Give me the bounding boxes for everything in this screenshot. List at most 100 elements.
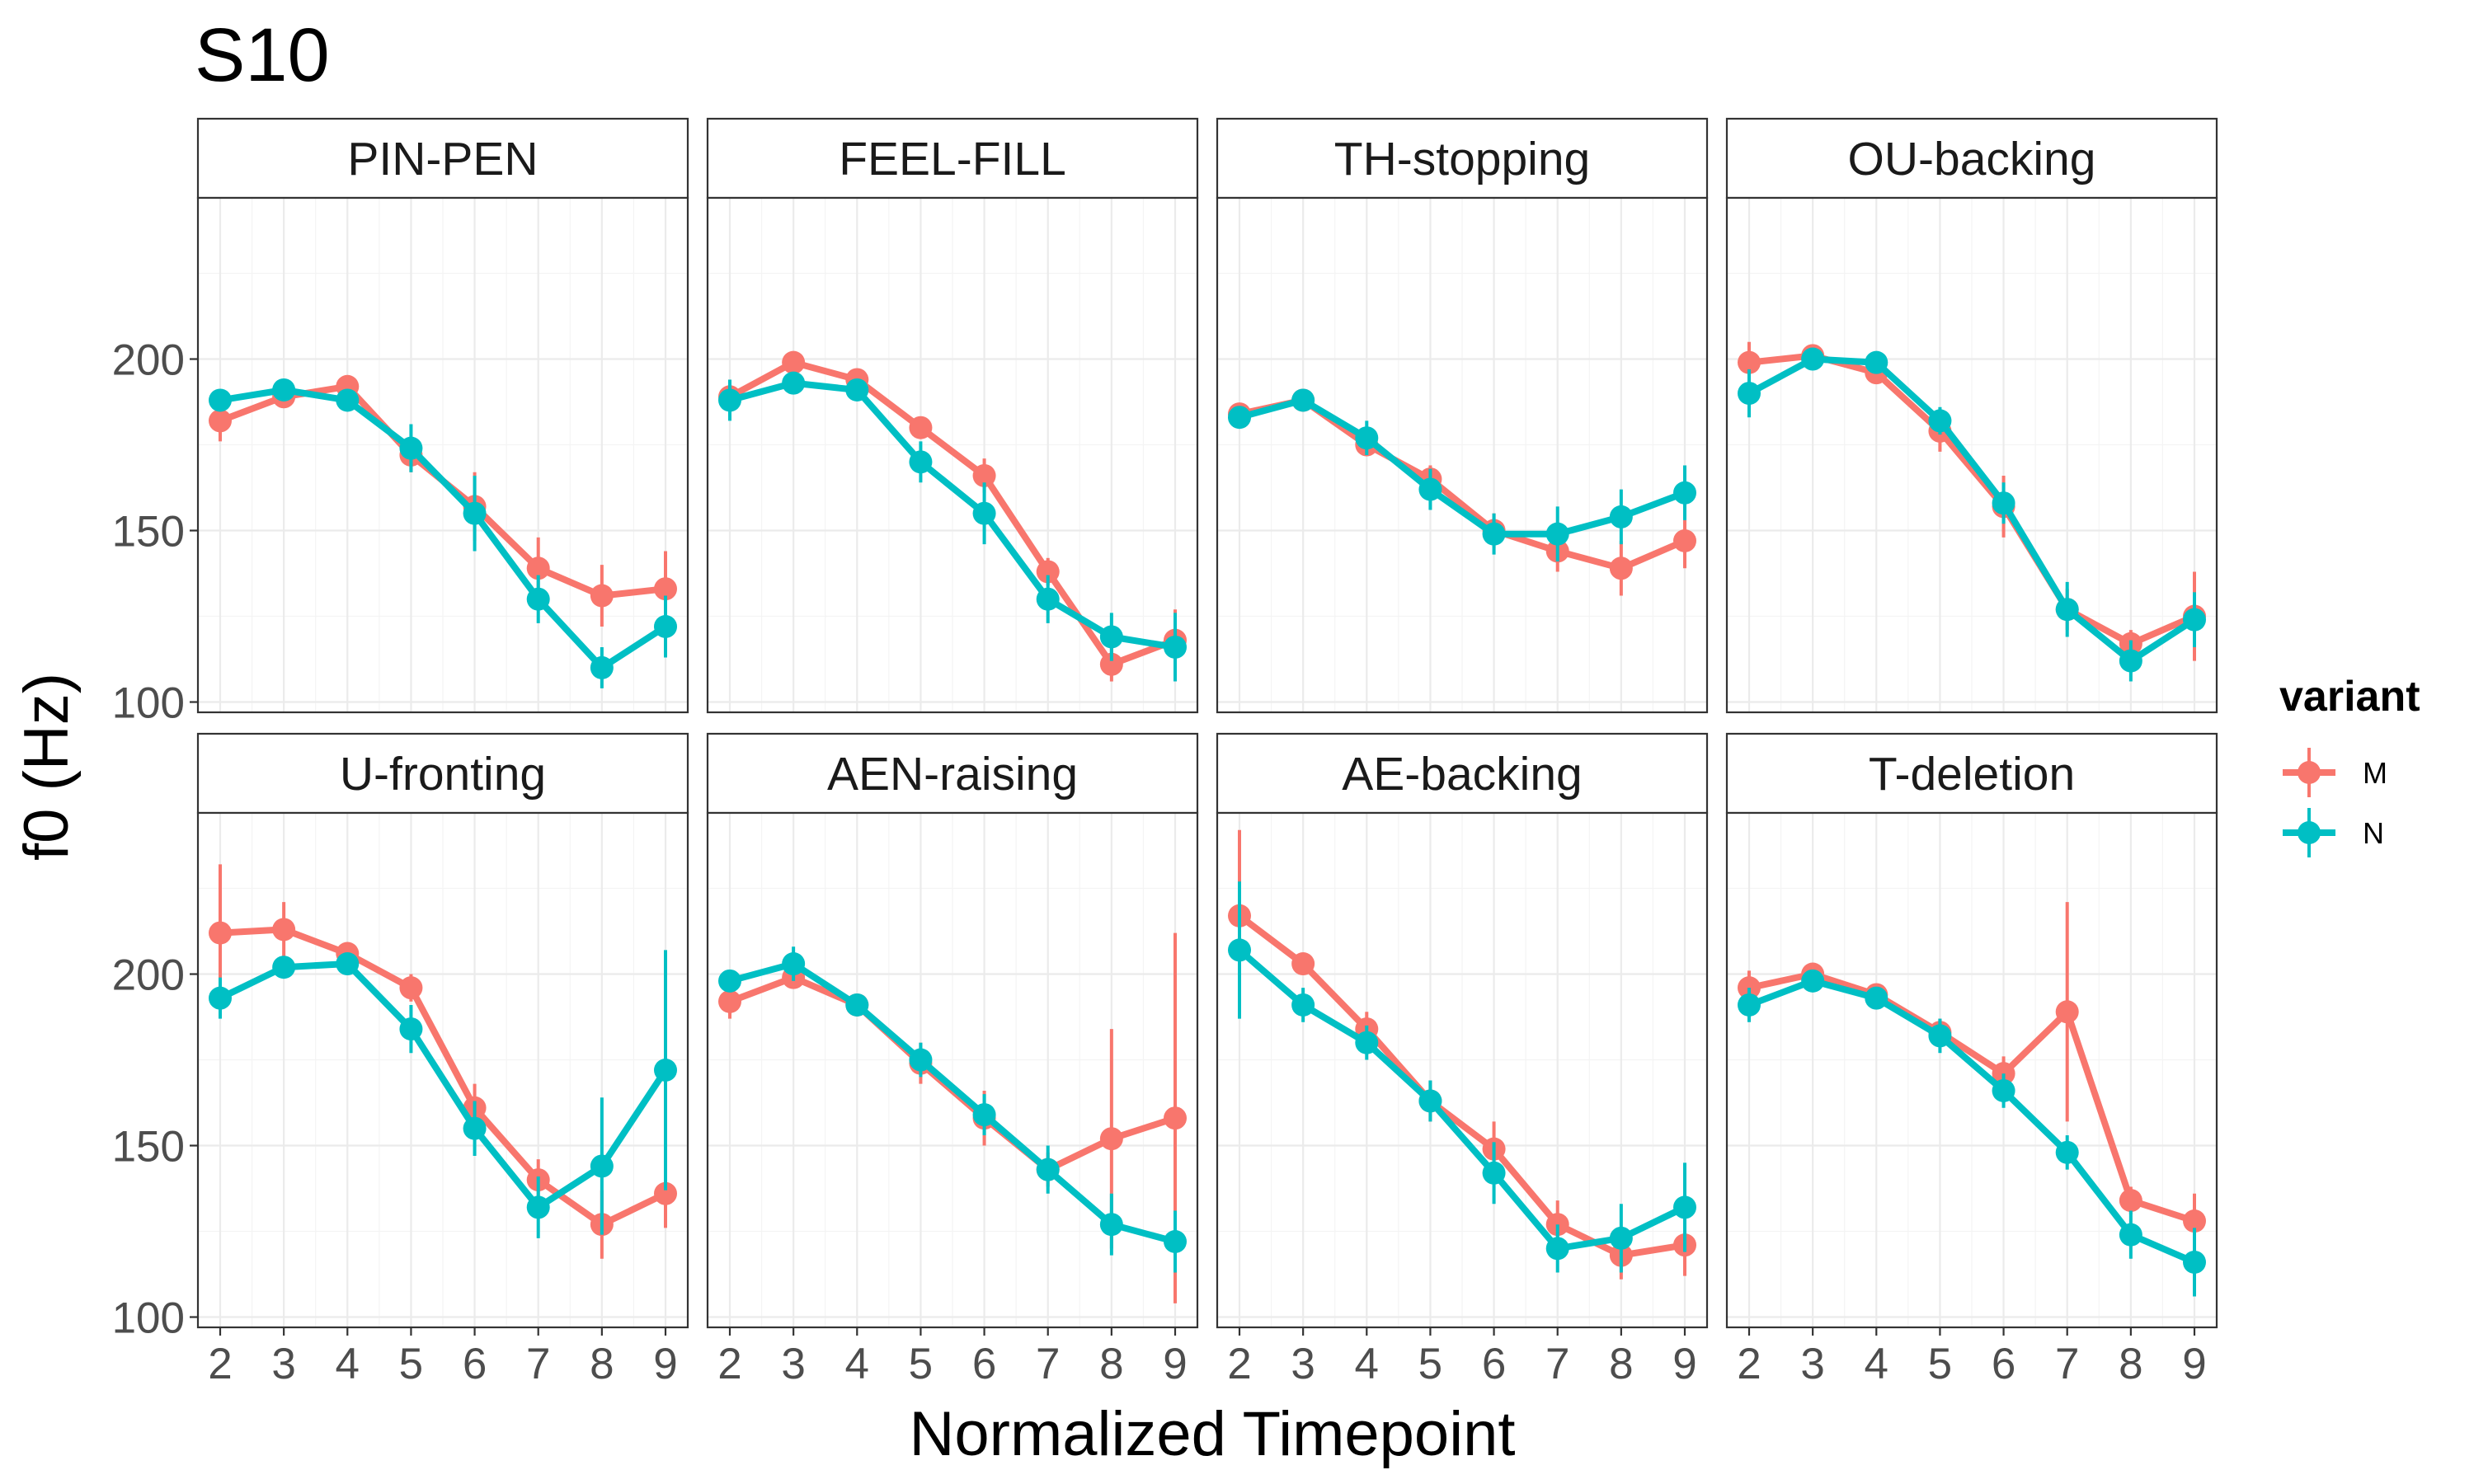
x-axis-title: Normalized Timepoint	[910, 1399, 1516, 1469]
x-tick-label: 5	[909, 1340, 933, 1388]
data-point	[1992, 1078, 2015, 1102]
facet-panel: U-fronting 100 150 200 2 3 4 5 6 7 8 9	[112, 732, 689, 1388]
data-point	[909, 450, 933, 474]
data-point	[1418, 477, 1442, 501]
facet-strip	[1725, 117, 2218, 200]
data-point	[209, 388, 232, 412]
facet-label: PIN-PEN	[347, 133, 538, 186]
data-point	[399, 436, 423, 460]
facet-strip	[196, 117, 689, 200]
data-point	[1482, 522, 1506, 546]
data-point	[1738, 993, 1761, 1017]
series-N	[209, 950, 677, 1238]
data-point	[718, 989, 741, 1013]
facet-label: U-fronting	[340, 748, 546, 801]
data-point	[209, 986, 232, 1010]
legend-key-point	[2298, 761, 2321, 784]
series-N	[1228, 881, 1696, 1273]
data-point	[909, 416, 933, 439]
legend-item-M: M	[2283, 748, 2387, 797]
data-point	[1609, 505, 1633, 528]
data-point	[463, 501, 487, 525]
facet-strip	[1216, 117, 1709, 200]
panel-border	[706, 811, 1199, 1329]
x-tick-label: 8	[1609, 1340, 1633, 1388]
panel-border	[196, 811, 689, 1329]
x-tick-label: 6	[972, 1340, 996, 1388]
data-point	[272, 378, 296, 402]
data-point	[1164, 1230, 1187, 1253]
legend-key-point	[2298, 821, 2321, 844]
legend-title: variant	[2279, 673, 2420, 721]
data-point	[1099, 652, 1123, 676]
legend-item-N: N	[2283, 808, 2384, 857]
data-point	[2055, 598, 2079, 622]
y-tick-label: 100	[112, 679, 185, 728]
data-point	[654, 577, 677, 601]
x-tick-label: 5	[1928, 1340, 1952, 1388]
data-point	[2119, 1189, 2142, 1213]
legend-label: M	[2363, 756, 2387, 790]
data-point	[336, 952, 360, 976]
data-point	[972, 501, 996, 525]
data-point	[2055, 1140, 2079, 1164]
data-point	[1928, 409, 1952, 433]
x-tick-label: 7	[526, 1340, 550, 1388]
facet-panel: TH-stopping	[1216, 117, 1709, 714]
series-line	[1237, 913, 1686, 1259]
data-point	[972, 1103, 996, 1127]
facet-panel: OU-backing	[1725, 117, 2218, 714]
x-tick-label: 4	[845, 1340, 869, 1388]
x-tick-label: 4	[336, 1340, 360, 1388]
data-point	[1609, 556, 1633, 580]
panel-border	[1216, 196, 1709, 714]
data-point	[782, 952, 806, 976]
series-N	[209, 378, 677, 688]
data-point	[590, 655, 614, 679]
data-point	[718, 388, 741, 412]
data-point	[1609, 1226, 1633, 1250]
x-tick-label: 4	[1865, 1340, 1888, 1388]
data-point	[845, 378, 869, 402]
data-point	[1545, 1237, 1569, 1261]
y-tick-label: 150	[112, 508, 185, 556]
data-point	[2119, 649, 2142, 673]
x-tick-label: 2	[208, 1340, 232, 1388]
data-point	[272, 956, 296, 979]
data-point	[2119, 1223, 2142, 1247]
x-tick-label: 5	[399, 1340, 423, 1388]
x-tick-label: 6	[463, 1340, 487, 1388]
data-point	[526, 556, 550, 580]
data-point	[1164, 1106, 1187, 1130]
data-point	[1099, 1213, 1123, 1237]
facet-panel: AE-backing 2 3 4 5 6 7 8 9	[1216, 732, 1709, 1388]
data-point	[1291, 993, 1315, 1017]
data-point	[526, 587, 550, 611]
data-point	[1036, 587, 1060, 611]
data-point	[1291, 952, 1315, 976]
data-point	[1673, 1195, 1696, 1219]
data-point	[654, 1181, 677, 1205]
data-point	[463, 1116, 487, 1140]
data-point	[654, 1059, 677, 1082]
x-tick-label: 9	[1163, 1340, 1187, 1388]
data-point	[1099, 1127, 1123, 1151]
data-point	[1164, 635, 1187, 659]
x-tick-label: 7	[1036, 1340, 1060, 1388]
data-point	[590, 1154, 614, 1178]
x-tick-label: 6	[1992, 1340, 2015, 1388]
data-point	[1545, 522, 1569, 546]
facet-label: FEEL-FILL	[839, 133, 1066, 186]
data-point	[845, 993, 869, 1017]
x-tick-label: 2	[1227, 1340, 1251, 1388]
facet-panel: FEEL-FILL	[706, 117, 1199, 714]
data-point	[1865, 350, 1888, 374]
data-point	[1865, 986, 1888, 1010]
data-point	[2183, 1209, 2206, 1233]
data-point	[1355, 426, 1379, 450]
data-point	[590, 584, 614, 608]
data-point	[1928, 1024, 1952, 1048]
facet-panels: PIN-PEN 100 150 200 FEEL-FILL TH-stopping OU-b…	[112, 117, 2218, 1388]
data-point	[2183, 608, 2206, 632]
facet-label: AE-backing	[1342, 748, 1583, 801]
